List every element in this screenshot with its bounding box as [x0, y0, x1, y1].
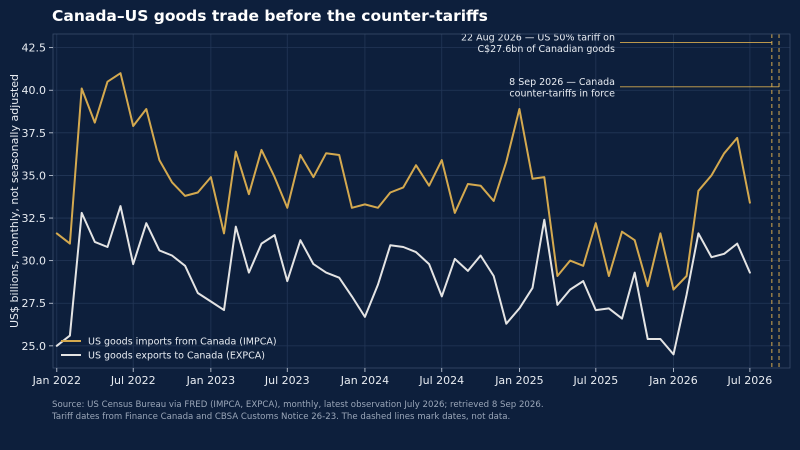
x-tick-label: Jan 2022: [32, 374, 81, 387]
x-tick-label: Jan 2026: [648, 374, 697, 387]
exports-series-line: [55, 205, 751, 356]
x-tick-label: Jul 2025: [572, 374, 618, 387]
series-lines: [55, 72, 751, 356]
x-tick-label: Jan 2024: [340, 374, 389, 387]
y-tick-label: 42.5: [22, 42, 47, 55]
chart-title: Canada–US goods trade before the counter…: [52, 7, 488, 25]
source-line-1: Source: US Census Bureau via FRED (IMPCA…: [52, 400, 544, 410]
x-tick-label: Jul 2026: [727, 374, 773, 387]
y-tick-label: 35.0: [22, 169, 47, 182]
y-tick-label: 27.5: [22, 297, 47, 310]
y-tick-label: 40.0: [22, 84, 47, 97]
imports-series-line: [55, 72, 751, 291]
x-tick-label: Jul 2023: [264, 374, 310, 387]
x-tick-label: Jul 2024: [418, 374, 464, 387]
annotation-label-line-2: counter-tariffs in force: [509, 88, 615, 99]
x-tick-label: Jul 2022: [110, 374, 156, 387]
y-tick-label: 30.0: [22, 255, 47, 268]
y-tick-label: 37.5: [22, 127, 47, 140]
annotation-label-line-2: C$27.6bn of Canadian goods: [477, 44, 615, 55]
y-axis-label: US$ billions, monthly, not seasonally ad…: [8, 74, 21, 328]
source-line-2: Tariff dates from Finance Canada and CBS…: [52, 412, 511, 422]
grid: [53, 34, 790, 368]
source-note: Source: US Census Bureau via FRED (IMPCA…: [52, 399, 544, 423]
axes: 25.0 27.5 30.0 32.5 35.0 37.5 40.0 42.5 Jan 2022…: [22, 42, 773, 387]
legend-entry-label: US goods exports to Canada (EXPCA): [88, 351, 265, 362]
annotations: 22 Aug 2026 — US 50% tariff onC$27.6bn o…: [461, 33, 780, 368]
x-tick-label: Jan 2023: [186, 374, 235, 387]
plot-area: [52, 33, 791, 369]
legend: US goods imports from Canada (IMPCA) US g…: [61, 337, 277, 362]
legend-entry-label: US goods imports from Canada (IMPCA): [88, 337, 277, 348]
annotation-label-line-1: 22 Aug 2026 — US 50% tariff on: [461, 33, 615, 44]
annotation-label-line-1: 8 Sep 2026 — Canada: [509, 77, 615, 88]
y-tick-label: 32.5: [22, 212, 47, 225]
x-tick-label: Jan 2025: [494, 374, 543, 387]
y-tick-label: 25.0: [22, 340, 47, 353]
